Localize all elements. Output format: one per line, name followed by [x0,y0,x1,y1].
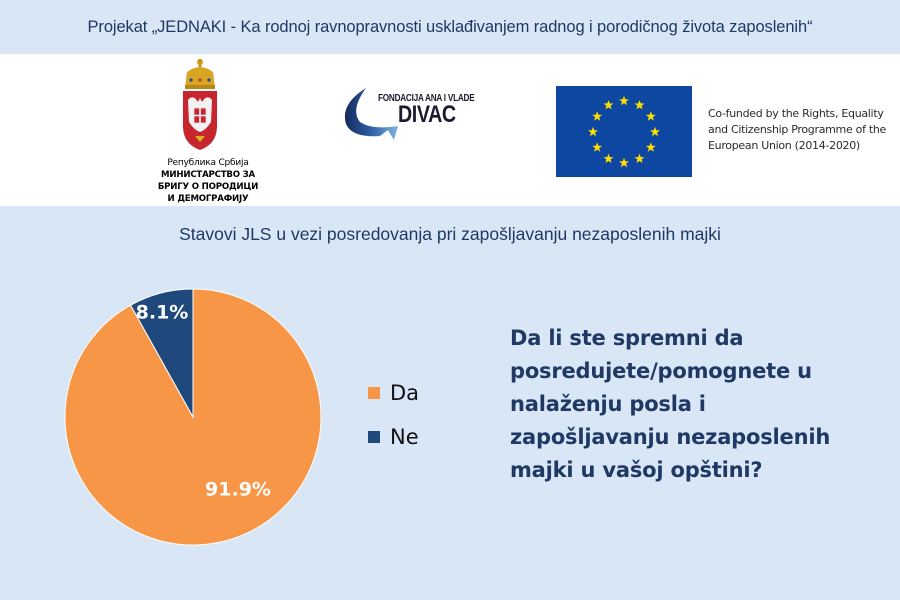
serbian-coat-of-arms-icon [183,59,217,150]
legend-item-da: Da [368,378,419,408]
chart-legend: Da Ne [368,378,419,452]
eu-flag-icon [556,86,692,177]
eu-stars [588,95,660,168]
divac-foundation-subtitle: FONDACIJA ANA I VLADE [378,93,475,104]
logo-band: Република Србија МИНИСТАРСТВО ЗА БРИГУ О… [0,54,900,206]
serbia-ministry-logo: Република Србија МИНИСТАРСТВО ЗА БРИГУ О… [150,56,266,204]
legend-item-ne: Ne [368,422,419,452]
pie-label-da: 91.9% [205,479,271,501]
pie-label-ne: 8.1% [136,302,189,324]
ministry-name: Република Србија МИНИСТАРСТВО ЗА БРИГУ О… [157,158,259,204]
survey-question: Da li ste spremni da posredujete/pomogne… [510,326,831,482]
chart-title: Stavovi JLS u vezi posredovanja pri zapo… [179,224,721,244]
eu-cofunding-text: Co-funded by the Rights, Equality and Ci… [708,107,886,152]
project-title: Projekat „JEDNAKI - Ka rodnoj ravnopravn… [87,17,813,36]
legend-swatch-ne [368,431,380,443]
pie-slice-ne [129,288,194,419]
legend-swatch-da [368,387,380,399]
divac-foundation-logo: FONDACIJA ANA I VLADE DIVAC [338,86,488,146]
divac-foundation-swoosh-icon [344,88,398,140]
divac-foundation-name: DIVAC [398,101,456,128]
